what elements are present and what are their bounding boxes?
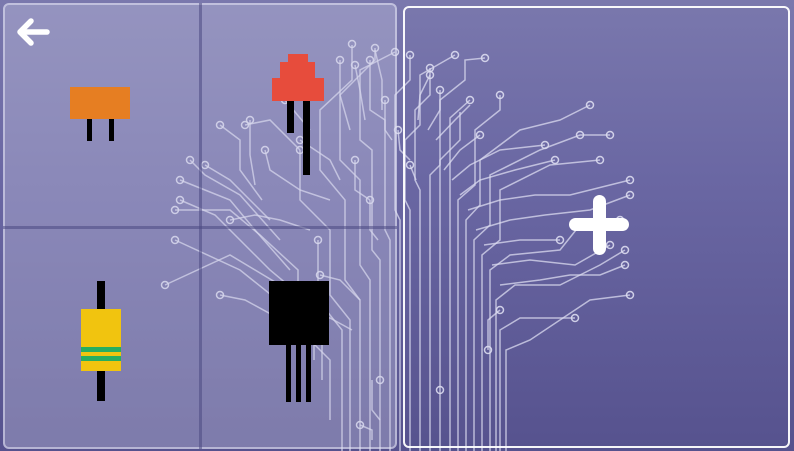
add-component-slot[interactable]	[403, 6, 790, 448]
component-cell-led[interactable]	[202, 5, 397, 226]
component-cell-capacitor[interactable]	[5, 5, 199, 226]
resistor-band	[81, 347, 121, 352]
capacitor-body	[70, 87, 130, 119]
component-cell-resistor[interactable]	[5, 229, 199, 449]
resistor-icon	[81, 281, 121, 401]
led-body	[272, 54, 324, 101]
plus-icon	[569, 195, 629, 255]
component-cell-transistor[interactable]	[202, 229, 397, 449]
back-button[interactable]	[14, 14, 54, 54]
grid-divider-horizontal	[3, 226, 397, 229]
transistor-body	[269, 281, 329, 345]
arrow-left-icon	[17, 18, 50, 46]
resistor-body	[81, 309, 121, 371]
led-icon	[272, 54, 324, 175]
capacitor-icon	[70, 87, 130, 141]
resistor-band	[81, 356, 121, 361]
transistor-icon	[269, 281, 329, 402]
